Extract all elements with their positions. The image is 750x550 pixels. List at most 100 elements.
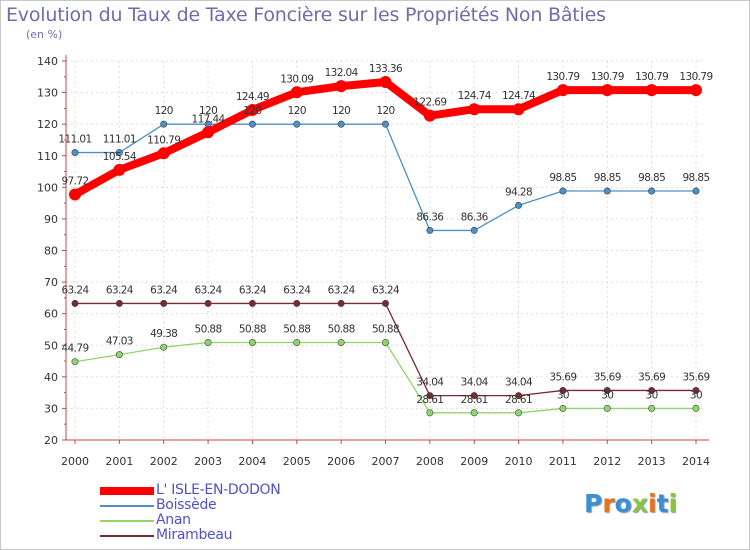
- legend-swatch: [100, 487, 154, 495]
- data-point: [293, 338, 301, 346]
- x-tick-label: 2002: [150, 455, 178, 468]
- data-point: [293, 299, 301, 307]
- data-label: 111.01: [103, 134, 136, 146]
- legend-label: Boissède: [156, 497, 217, 513]
- x-tick-label: 2010: [505, 455, 533, 468]
- data-point: [160, 299, 168, 307]
- y-tick-label: 100: [37, 181, 58, 194]
- data-label: 63.24: [61, 284, 89, 296]
- x-tick-label: 2013: [638, 455, 666, 468]
- data-label: 28.61: [461, 394, 488, 406]
- data-point: [204, 299, 212, 307]
- chart-title: Evolution du Taux de Taxe Foncière sur l…: [6, 4, 606, 26]
- x-tick-label: 2007: [372, 455, 400, 468]
- data-point: [381, 120, 389, 128]
- y-tick-label: 130: [37, 87, 58, 100]
- data-label: 124.74: [502, 90, 536, 102]
- logo-letter: t: [656, 489, 669, 518]
- data-point: [337, 120, 345, 128]
- data-label: 50.88: [283, 323, 310, 335]
- data-point: [426, 226, 434, 234]
- data-point: [335, 80, 348, 93]
- x-tick-label: 2008: [416, 455, 444, 468]
- data-point: [648, 187, 656, 195]
- y-tick-label: 140: [37, 55, 58, 68]
- data-label: 120: [155, 105, 173, 117]
- data-label: 49.38: [150, 328, 177, 340]
- data-label: 110.79: [147, 134, 180, 146]
- data-point: [115, 299, 123, 307]
- data-point: [115, 351, 123, 359]
- data-point: [293, 120, 301, 128]
- data-label: 50.88: [328, 323, 355, 335]
- x-tick-label: 2009: [460, 455, 488, 468]
- data-label: 30: [690, 389, 702, 401]
- data-point: [71, 299, 79, 307]
- data-point: [381, 299, 389, 307]
- data-label: 34.04: [416, 377, 444, 389]
- data-label: 34.04: [461, 377, 489, 389]
- data-label: 120: [332, 105, 350, 117]
- chart-subtitle: (en %): [26, 28, 63, 41]
- data-point: [115, 149, 123, 157]
- legend-item: L' ISLE-EN-DODON: [100, 482, 360, 499]
- x-tick-label: 2000: [61, 455, 89, 468]
- data-point: [248, 299, 256, 307]
- data-point: [692, 404, 700, 412]
- y-tick-label: 40: [44, 371, 58, 384]
- data-point: [248, 120, 256, 128]
- data-label: 50.88: [239, 323, 266, 335]
- data-point: [603, 386, 611, 394]
- data-label: 130.79: [679, 71, 712, 83]
- legend-label: Anan: [156, 512, 191, 528]
- data-labels: 97.72 105.54 110.79 117.44 124.49 130.09 132.0…: [58, 63, 713, 406]
- data-label: 130.79: [546, 71, 579, 83]
- data-point: [160, 120, 168, 128]
- legend-item: Boissède: [100, 497, 360, 514]
- data-point: [379, 75, 392, 88]
- data-point: [337, 299, 345, 307]
- x-tick-label: 2004: [238, 455, 266, 468]
- data-point: [603, 404, 611, 412]
- y-tick-label: 90: [44, 213, 58, 226]
- data-label: 86.36: [416, 211, 444, 223]
- data-point: [512, 103, 525, 116]
- data-label: 50.88: [372, 323, 399, 335]
- legend-swatch: [100, 535, 154, 537]
- logo-letter: i: [668, 489, 678, 518]
- data-label: 98.85: [594, 172, 621, 184]
- x-tick-label: 2006: [327, 455, 355, 468]
- data-label: 47.03: [106, 336, 133, 348]
- data-point: [468, 103, 481, 116]
- data-point: [290, 86, 303, 99]
- data-point: [690, 84, 702, 97]
- y-tick-label: 20: [44, 434, 58, 447]
- y-tick-label: 30: [44, 402, 58, 415]
- data-point: [426, 409, 434, 417]
- data-label: 30: [557, 389, 569, 401]
- data-label: 35.69: [638, 371, 665, 383]
- data-point: [202, 126, 215, 139]
- data-point: [648, 386, 656, 394]
- data-label: 98.85: [638, 172, 665, 184]
- x-tick-label: 2012: [593, 455, 621, 468]
- data-label: 63.24: [239, 284, 267, 296]
- legend-swatch: [100, 520, 154, 522]
- data-label: 35.69: [549, 371, 576, 383]
- x-tick-label: 2011: [549, 455, 577, 468]
- data-label: 111.01: [58, 134, 91, 146]
- data-label: 35.69: [682, 371, 709, 383]
- data-label: 30: [646, 389, 658, 401]
- data-point: [559, 404, 567, 412]
- x-tick-label: 2001: [105, 455, 133, 468]
- data-label: 133.36: [369, 63, 403, 75]
- y-tick-label: 120: [37, 118, 58, 131]
- legend-item: Mirambeau: [100, 527, 360, 544]
- logo-letter: o: [614, 489, 632, 518]
- data-label: 86.36: [461, 211, 489, 223]
- legend-item: Anan: [100, 512, 360, 529]
- data-label: 130.09: [280, 73, 313, 85]
- data-label: 98.85: [549, 172, 576, 184]
- data-label: 63.24: [195, 284, 223, 296]
